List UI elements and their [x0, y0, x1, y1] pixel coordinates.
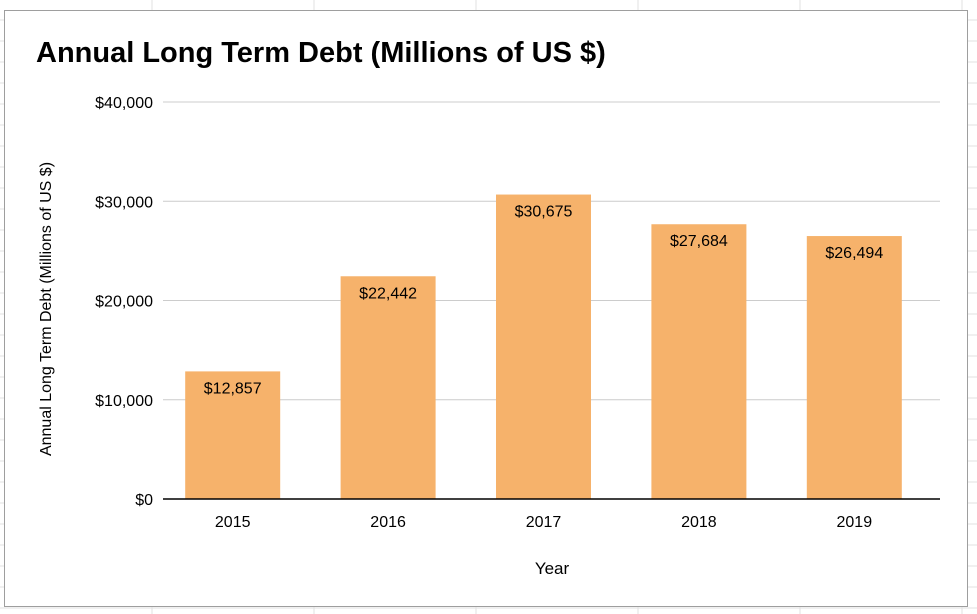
- y-tick-label: $0: [135, 492, 153, 509]
- x-axis-title: Year: [535, 559, 570, 578]
- bar-2016[interactable]: [340, 276, 436, 499]
- x-tick-label: 2016: [370, 514, 406, 531]
- y-axis-tick-labels: $0 $10,000 $20,000 $30,000 $40,000: [95, 95, 153, 509]
- chart-title: Annual Long Term Debt (Millions of US $): [36, 37, 606, 69]
- y-tick-label: $30,000: [95, 194, 153, 211]
- x-tick-label: 2017: [526, 514, 562, 531]
- data-label: $30,675: [515, 204, 573, 221]
- data-label: $27,684: [670, 233, 728, 250]
- data-label: $26,494: [825, 245, 883, 262]
- bar-2015[interactable]: [185, 371, 281, 499]
- data-label: $12,857: [204, 380, 262, 397]
- x-axis-tick-labels: 2015 2016 2017 2018 2019: [215, 514, 872, 531]
- y-tick-label: $40,000: [95, 95, 153, 112]
- x-tick-label: 2019: [837, 514, 873, 531]
- bar-2018[interactable]: [651, 224, 747, 499]
- y-axis-title: Annual Long Term Debt (Millions of US $): [38, 162, 55, 456]
- y-tick-label: $10,000: [95, 393, 153, 410]
- x-tick-label: 2015: [215, 514, 251, 531]
- x-tick-label: 2018: [681, 514, 717, 531]
- data-label: $22,442: [359, 285, 417, 302]
- bars: [185, 194, 902, 499]
- bar-2019[interactable]: [806, 236, 902, 499]
- bar-2017[interactable]: [496, 194, 591, 499]
- data-labels: $12,857 $22,442 $30,675 $27,684 $26,494: [204, 204, 884, 398]
- y-tick-label: $20,000: [95, 294, 153, 311]
